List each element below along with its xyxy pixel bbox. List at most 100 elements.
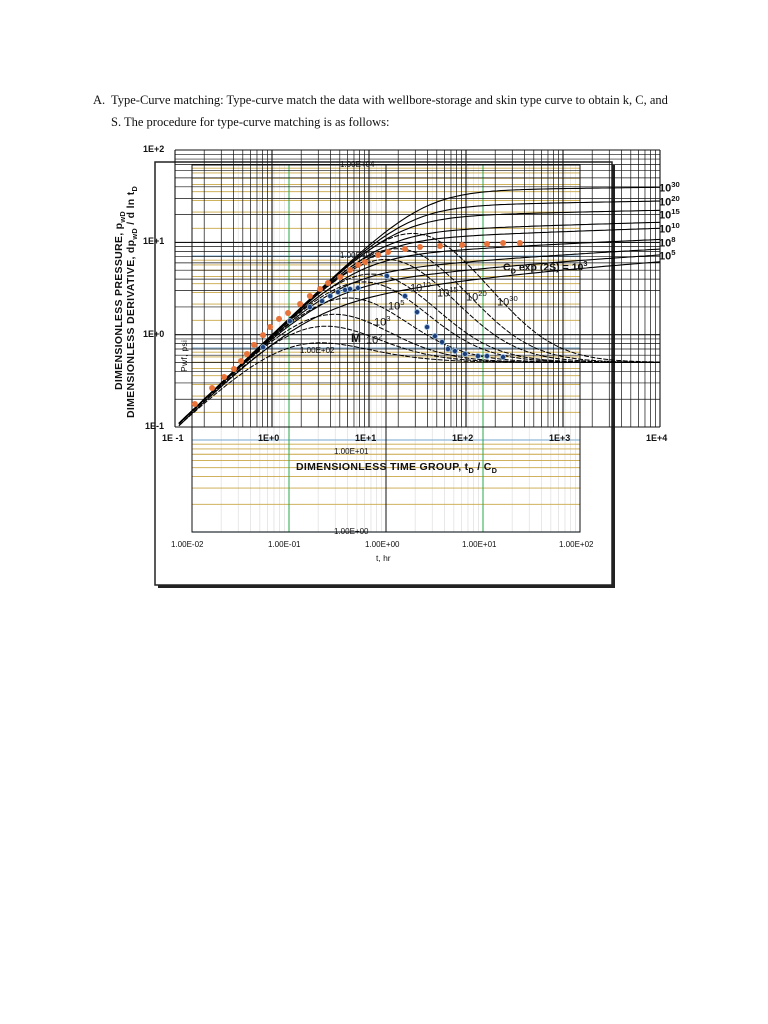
y-tick-label: 1E+1 bbox=[143, 236, 165, 246]
overlay-x-tick: 1.00E-01 bbox=[268, 540, 301, 549]
derivative-type-curve bbox=[178, 313, 660, 424]
derivative-data-point bbox=[500, 354, 507, 361]
x-axis-title-text: / C bbox=[474, 461, 492, 473]
derivative-data-point bbox=[355, 284, 362, 291]
y-tick-label: 1E-1 bbox=[145, 421, 165, 431]
overlay-plot-border bbox=[191, 164, 581, 533]
pressure-data-point bbox=[317, 285, 324, 292]
pressure-data-point bbox=[285, 310, 292, 317]
derivative-type-curve bbox=[178, 258, 660, 424]
pressure-data-point bbox=[267, 324, 274, 331]
overlay-y-tick: 1.00E+04 bbox=[340, 160, 375, 169]
inner-curve-label: 102 bbox=[366, 332, 383, 347]
y-axis-title-sub: D bbox=[130, 185, 140, 192]
pressure-data-point bbox=[374, 251, 381, 258]
curve-label: 1010 bbox=[659, 220, 680, 236]
x-tick-label: 1E+3 bbox=[549, 433, 571, 443]
derivative-data-point bbox=[334, 289, 341, 296]
derivative-data-point bbox=[260, 344, 267, 351]
overlay-y-tick: 1.00E+01 bbox=[334, 447, 369, 456]
inner-curve-label: 1015 bbox=[437, 285, 458, 300]
inner-curve-label: 103 bbox=[374, 314, 391, 329]
overlay-y-tick: 1.00E+02 bbox=[300, 346, 335, 355]
inner-curve-label: 1030 bbox=[497, 294, 518, 309]
derivative-type-curve bbox=[178, 273, 660, 424]
x-axis-title-text: DIMENSIONLESS TIME GROUP, t bbox=[296, 461, 469, 473]
x-tick-label: 1E+1 bbox=[355, 433, 377, 443]
pressure-data-point bbox=[355, 262, 362, 269]
derivative-data-point bbox=[484, 353, 491, 360]
curve-label: 1030 bbox=[659, 180, 680, 195]
pressure-data-point bbox=[237, 357, 244, 364]
pressure-data-point bbox=[251, 341, 258, 348]
derivative-data-point bbox=[342, 287, 349, 294]
pressure-data-point bbox=[500, 240, 507, 247]
curve-label: 108 bbox=[659, 234, 676, 250]
pressure-type-curve bbox=[178, 238, 661, 424]
pressure-data-point bbox=[191, 401, 198, 408]
x-tick-label: 1E+4 bbox=[646, 433, 668, 443]
pressure-type-curve bbox=[178, 248, 661, 424]
pressure-data-point bbox=[385, 249, 392, 256]
pressure-data-point bbox=[230, 365, 237, 372]
x-axis-title-sub: D bbox=[491, 466, 498, 476]
derivative-data-point bbox=[327, 293, 334, 300]
pressure-data-point bbox=[436, 242, 443, 249]
parameter-label: CD exp (2S) = 103 bbox=[503, 259, 588, 276]
y-axis-title-derivative: DIMENSIONLESS DERIVATIVE, dpwD / d ln tD bbox=[125, 186, 139, 418]
derivative-data-point bbox=[424, 324, 431, 331]
derivative-data-point bbox=[474, 353, 481, 360]
derivative-data-point bbox=[414, 309, 421, 316]
pressure-data-point bbox=[324, 279, 331, 286]
pressure-data-point bbox=[209, 385, 216, 392]
derivative-type-curve bbox=[178, 342, 660, 426]
pressure-data-point bbox=[346, 266, 353, 273]
y-tick-label: 1E+2 bbox=[143, 144, 165, 154]
pressure-data-point bbox=[306, 293, 313, 300]
derivative-data-point bbox=[319, 298, 326, 305]
derivative-data-point bbox=[439, 339, 446, 346]
pressure-data-point bbox=[484, 241, 491, 248]
y-axis-title-text: / d ln t bbox=[125, 191, 137, 229]
derivative-data-point bbox=[451, 348, 458, 355]
paragraph-line-1: Type-Curve matching: Type-curve match th… bbox=[111, 93, 668, 107]
inner-curve-label: 1020 bbox=[466, 289, 487, 304]
pressure-data-point bbox=[416, 243, 423, 250]
x-axis-title-sub: D bbox=[468, 466, 475, 476]
y-tick-label: 1E+0 bbox=[143, 329, 165, 339]
pressure-data-point bbox=[362, 258, 369, 265]
pressure-type-curve bbox=[178, 261, 661, 427]
derivative-data-point bbox=[346, 286, 353, 293]
derivative-data-point bbox=[431, 333, 438, 340]
match-point-label: M bbox=[351, 331, 361, 345]
derivative-data-point bbox=[402, 293, 409, 300]
curve-label: 1015 bbox=[659, 207, 680, 222]
x-tick-label: 1E+2 bbox=[452, 433, 474, 443]
overlay-x-axis-title: t, hr bbox=[376, 553, 391, 563]
overlay-x-tick: 1.00E-02 bbox=[171, 540, 204, 549]
derivative-data-point bbox=[444, 346, 451, 353]
pressure-type-curve bbox=[178, 254, 661, 425]
pressure-data-point bbox=[459, 241, 466, 248]
curve-label: 105 bbox=[659, 248, 676, 263]
derivative-data-point bbox=[461, 350, 468, 357]
inner-curve-label: 105 bbox=[388, 298, 405, 313]
pressure-data-point bbox=[402, 246, 409, 253]
pressure-data-point bbox=[276, 315, 283, 322]
overlay-x-tick: 1.00E+00 bbox=[365, 540, 400, 549]
pressure-data-point bbox=[337, 274, 344, 281]
inner-curve-label: 1010 bbox=[410, 280, 431, 295]
pressure-data-point bbox=[244, 350, 251, 357]
x-axis-title: DIMENSIONLESS TIME GROUP, tD / CD bbox=[296, 461, 497, 475]
x-tick-label: 1E -1 bbox=[162, 433, 184, 443]
y-axis-title-sub: wD bbox=[130, 228, 140, 240]
derivative-data-point bbox=[306, 304, 313, 311]
paragraph-line-2: S. The procedure for type-curve matching… bbox=[111, 115, 390, 129]
curve-label: 1020 bbox=[659, 193, 680, 209]
overlay-x-tick: 1.00E+02 bbox=[559, 540, 594, 549]
overlay-y-tick: 1.00E+00 bbox=[334, 527, 369, 536]
list-marker: A. bbox=[93, 93, 106, 107]
pressure-data-point bbox=[516, 240, 523, 247]
curve-parameter-labels: 1030 1020 1015 1010 108 105 bbox=[659, 180, 680, 262]
